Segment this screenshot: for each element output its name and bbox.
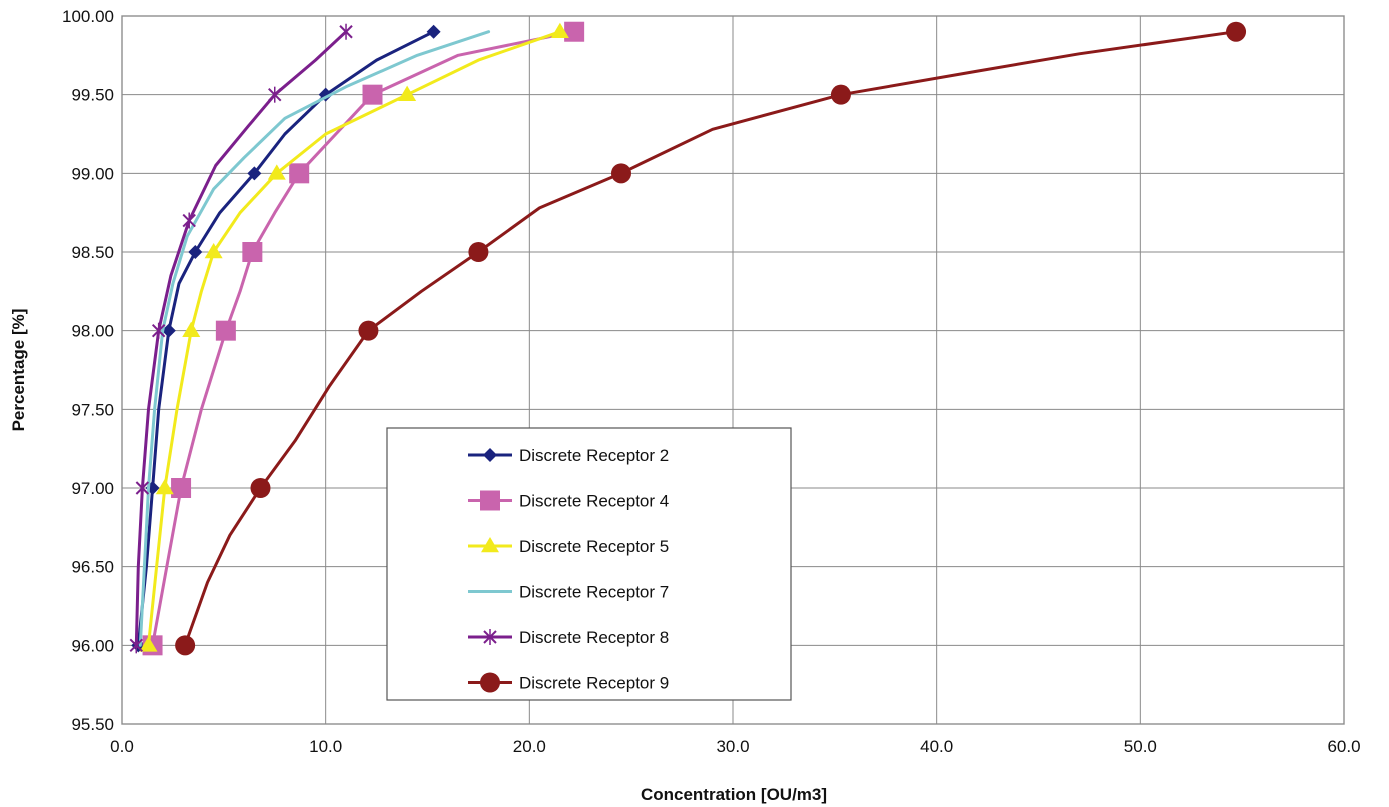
y-tick-label: 98.00	[71, 322, 114, 341]
data-point	[182, 212, 196, 229]
y-tick-label: 98.50	[71, 243, 114, 262]
x-tick-label: 20.0	[513, 737, 546, 756]
legend-marker	[483, 629, 497, 645]
legend: Discrete Receptor 2 Discrete Receptor 4 Di…	[386, 427, 792, 701]
x-tick-label: 30.0	[716, 737, 749, 756]
legend-marker	[483, 448, 497, 462]
x-tick-label: 60.0	[1327, 737, 1360, 756]
y-tick-label: 95.50	[71, 715, 114, 734]
data-point	[426, 24, 441, 39]
y-tick-label: 100.00	[62, 7, 114, 26]
tick-labels: 95.50 96.00 96.50 97.00 97.50 98.00 98.50 99.00…	[62, 7, 1361, 756]
data-point	[171, 478, 192, 498]
data-point	[267, 164, 286, 180]
series-line	[138, 30, 491, 647]
legend-label: Discrete Receptor 8	[519, 628, 669, 647]
data-point	[204, 243, 223, 259]
data-point	[139, 636, 158, 652]
legend-entry: Discrete Receptor 5	[468, 537, 669, 556]
data-point	[1226, 21, 1247, 42]
x-tick-label: 10.0	[309, 737, 342, 756]
legend-entry: Discrete Receptor 9	[468, 672, 669, 693]
legend-box	[386, 427, 792, 701]
legend-entry: Discrete Receptor 4	[468, 490, 669, 511]
data-point	[268, 86, 282, 103]
data-point	[182, 321, 201, 337]
data-point	[161, 323, 176, 338]
series-line	[134, 30, 348, 647]
data-point	[151, 322, 166, 339]
legend-entry: Discrete Receptor 2	[468, 446, 669, 465]
data-point	[155, 479, 174, 495]
y-tick-label: 96.50	[71, 558, 114, 577]
y-tick-label: 96.00	[71, 636, 114, 655]
x-tick-label: 50.0	[1124, 737, 1157, 756]
series-6	[175, 21, 1247, 656]
data-point	[242, 242, 263, 262]
data-point	[362, 84, 383, 105]
y-tick-label: 97.00	[71, 479, 114, 498]
legend-label: Discrete Receptor 4	[519, 492, 669, 511]
series-3	[139, 22, 569, 652]
legend-label: Discrete Receptor 5	[519, 537, 669, 556]
series-4	[138, 30, 491, 647]
y-tick-label: 99.00	[71, 164, 114, 183]
data-point	[289, 163, 310, 184]
x-axis-title: Concentration [OU/m3]	[641, 785, 827, 804]
x-tick-label: 40.0	[920, 737, 953, 756]
data-point	[247, 166, 262, 181]
legend-entry: Discrete Receptor 8	[468, 628, 669, 647]
series-5	[129, 23, 353, 654]
data-point	[188, 245, 203, 259]
series-2	[142, 21, 585, 656]
y-axis-title: Percentage [%]	[9, 309, 28, 432]
legend-label: Discrete Receptor 9	[519, 674, 669, 693]
series-layer	[129, 21, 1247, 656]
data-point	[398, 85, 417, 101]
legend-label: Discrete Receptor 2	[519, 446, 669, 465]
legend-entry: Discrete Receptor 7	[468, 583, 669, 602]
legend-marker	[480, 490, 500, 511]
legend-label: Discrete Receptor 7	[519, 583, 669, 602]
y-tick-label: 99.50	[71, 86, 114, 105]
data-point	[339, 23, 353, 40]
series-line	[183, 30, 1238, 647]
y-tick-label: 97.50	[71, 400, 114, 419]
data-point	[215, 320, 236, 341]
x-tick-label: 0.0	[110, 737, 134, 756]
legend-marker	[480, 672, 500, 693]
data-point	[468, 242, 489, 262]
data-point	[250, 478, 271, 498]
legend-marker	[481, 537, 499, 553]
data-point	[550, 22, 569, 39]
data-point	[610, 163, 631, 184]
data-point	[175, 635, 196, 656]
data-point	[830, 84, 851, 105]
data-point	[564, 21, 585, 42]
data-point	[129, 637, 143, 654]
data-point	[358, 320, 379, 341]
data-point	[135, 480, 150, 496]
